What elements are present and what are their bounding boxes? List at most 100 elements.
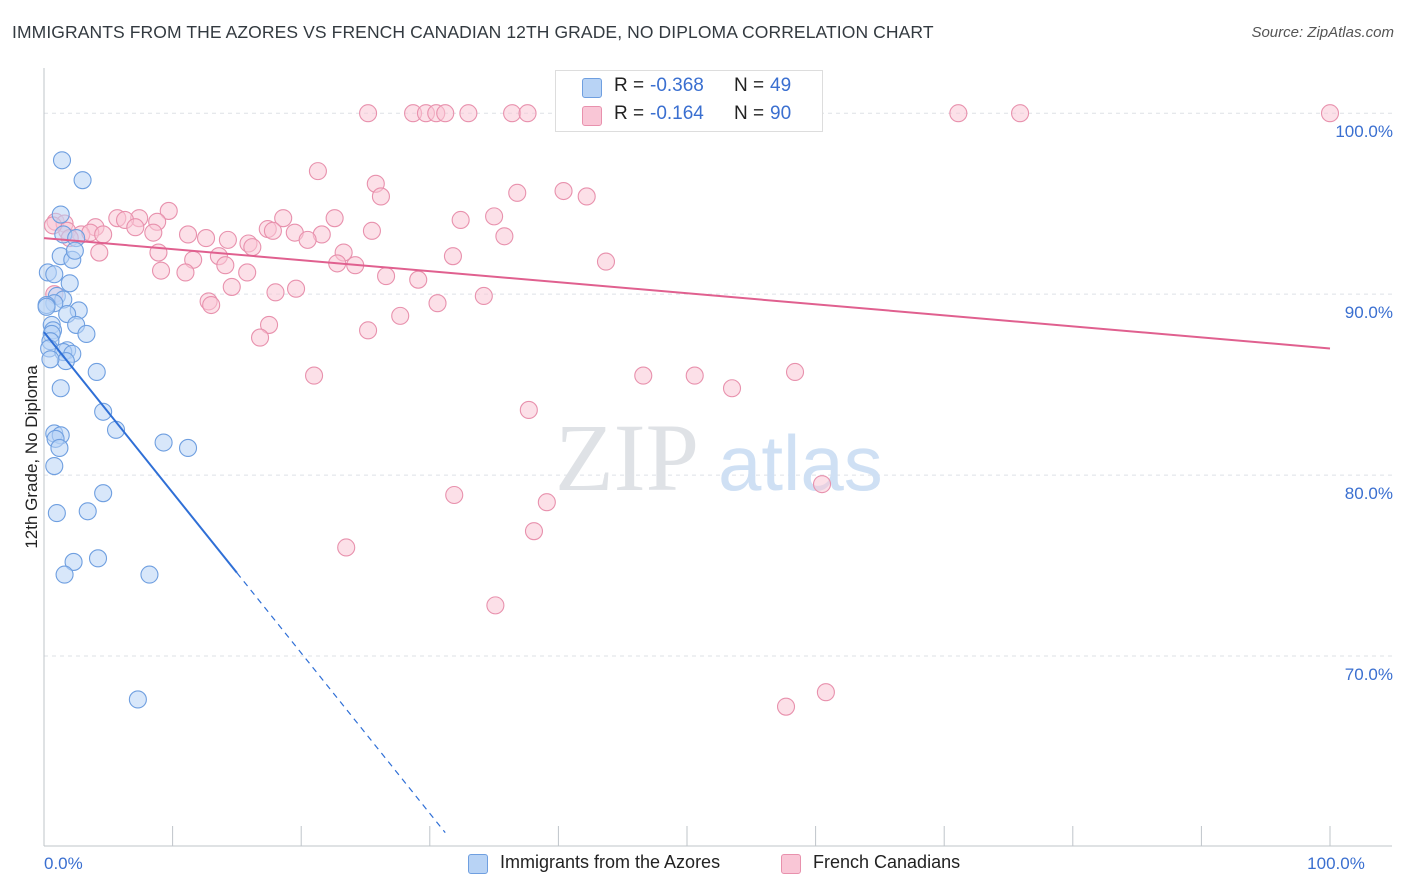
- data-point: [88, 549, 108, 568]
- correlation-legend: R = -0.368 N = 49 R = -0.164 N = 90: [555, 70, 823, 132]
- data-point: [41, 350, 60, 369]
- data-point: [90, 243, 109, 262]
- data-point: [596, 252, 616, 271]
- data-point: [436, 104, 455, 123]
- azores-swatch: [468, 854, 488, 874]
- data-point: [298, 230, 317, 249]
- data-point: [52, 151, 72, 170]
- data-point: [474, 286, 493, 306]
- data-point: [196, 229, 216, 248]
- data-point: [51, 379, 70, 398]
- data-point: [451, 210, 470, 230]
- trend-line-extension: [236, 572, 446, 834]
- french-canadians-swatch: [582, 106, 602, 126]
- azores-swatch: [582, 78, 602, 98]
- data-point: [154, 433, 173, 452]
- french-canadians-swatch: [781, 854, 801, 874]
- data-point: [518, 104, 537, 123]
- r-value: -0.368: [650, 75, 704, 96]
- data-point: [50, 438, 69, 458]
- data-point: [524, 522, 544, 541]
- data-point: [537, 493, 556, 512]
- data-point: [250, 328, 270, 347]
- data-point: [308, 162, 327, 181]
- data-point: [485, 207, 504, 226]
- data-point: [722, 379, 742, 398]
- data-point: [263, 221, 282, 240]
- chart-title: IMMIGRANTS FROM THE AZORES VS FRENCH CAN…: [12, 22, 934, 42]
- data-point: [94, 484, 113, 503]
- data-point: [144, 223, 163, 242]
- data-point: [812, 475, 832, 494]
- data-point: [428, 294, 447, 313]
- data-point: [128, 690, 147, 709]
- n-label: N =: [734, 75, 765, 96]
- data-point: [554, 181, 573, 201]
- data-point: [45, 456, 64, 476]
- data-point: [1011, 104, 1030, 123]
- x-tick-label: 100.0%: [1307, 854, 1365, 873]
- data-point: [60, 274, 79, 293]
- n-value: 49: [770, 75, 792, 96]
- y-tick-label: 70.0%: [1345, 665, 1393, 684]
- data-point: [325, 209, 344, 228]
- data-point: [337, 538, 356, 557]
- data-point: [51, 205, 70, 224]
- data-point: [495, 227, 514, 246]
- data-point: [371, 187, 390, 206]
- source-credit: Source: ZipAtlas.com: [1251, 24, 1394, 41]
- data-point: [785, 362, 805, 382]
- y-tick-labels: 100.0% 90.0% 80.0% 70.0%: [1335, 122, 1393, 684]
- data-point: [176, 263, 195, 282]
- trend-line: [43, 237, 1331, 350]
- data-point: [377, 267, 396, 286]
- data-point: [305, 366, 324, 385]
- data-point: [178, 225, 198, 244]
- data-point: [202, 295, 221, 315]
- data-point: [274, 209, 293, 228]
- data-point: [65, 241, 84, 260]
- data-point: [73, 171, 92, 190]
- r-label: R =: [614, 75, 645, 96]
- trend-line: [43, 331, 238, 574]
- data-point: [216, 256, 235, 275]
- axes: [43, 68, 1392, 847]
- watermark-zip: ZIP: [555, 404, 699, 511]
- watermark-atlas: atlas: [718, 419, 883, 507]
- data-point: [486, 596, 505, 615]
- data-point: [159, 201, 178, 220]
- data-point: [287, 279, 306, 298]
- data-point: [359, 321, 378, 340]
- data-point: [47, 504, 66, 523]
- data-point: [94, 225, 113, 244]
- data-point: [503, 104, 522, 123]
- y-axis-title: 12th Grade, No Diploma: [22, 365, 41, 549]
- data-point: [222, 277, 241, 296]
- series-name: French Canadians: [813, 852, 961, 872]
- data-point: [37, 297, 56, 316]
- x-tick-labels: 0.0% 100.0%: [44, 854, 1365, 873]
- data-point: [218, 230, 237, 249]
- data-point: [949, 104, 968, 123]
- data-point: [1320, 104, 1340, 123]
- data-point: [78, 502, 97, 521]
- data-point: [55, 565, 74, 584]
- data-point: [685, 366, 704, 385]
- azores-points: [37, 151, 198, 709]
- n-label: N =: [734, 103, 765, 124]
- watermark: ZIP atlas: [555, 404, 883, 511]
- data-point: [577, 187, 596, 206]
- data-point: [266, 283, 285, 302]
- data-point: [238, 263, 257, 282]
- data-point: [94, 402, 113, 421]
- data-point: [362, 221, 381, 240]
- trend-lines: [43, 237, 1331, 834]
- data-point: [243, 238, 262, 257]
- data-point: [151, 261, 171, 280]
- data-point: [445, 485, 464, 505]
- data-point: [459, 104, 478, 123]
- y-tick-label: 90.0%: [1345, 303, 1393, 322]
- data-point: [443, 247, 462, 266]
- y-tick-label: 100.0%: [1335, 122, 1393, 141]
